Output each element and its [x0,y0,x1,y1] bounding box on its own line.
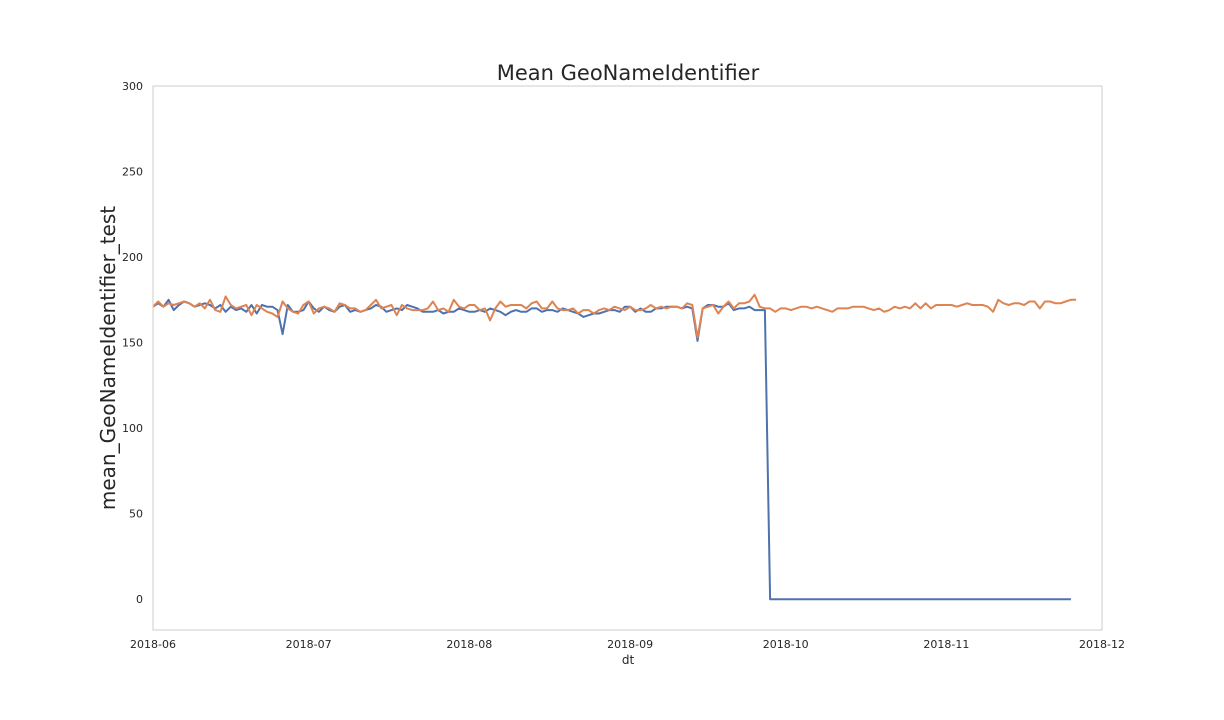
y-tick-label: 300 [122,80,143,93]
series-line-1 [152,298,1071,601]
plot-frame [152,85,1103,631]
x-tick-labels: 2018-06 2018-07 2018-08 2018-09 2018-10 2018-… [130,638,1125,651]
y-tick-label: 150 [122,337,143,350]
x-tick-label: 2018-10 [763,638,809,651]
x-tick-label: 2018-08 [446,638,492,651]
x-tick-label: 2018-12 [1079,638,1125,651]
x-tick-label: 2018-06 [130,638,176,651]
series-layer [152,293,1077,601]
y-tick-label: 250 [122,166,143,179]
x-tick-label: 2018-07 [286,638,332,651]
x-axis-label: dt [622,653,635,667]
y-tick-label: 50 [129,508,143,521]
y-tick-label: 0 [136,593,143,606]
y-axis-label: mean_GeoNameIdentifier_test [96,206,120,510]
y-tick-labels: 0 50 100 150 200 250 300 [122,80,143,606]
y-tick-label: 100 [122,422,143,435]
x-tick-label: 2018-11 [923,638,969,651]
series-line-2 [152,293,1077,339]
chart-title: Mean GeoNameIdentifier [497,61,760,85]
y-tick-label: 200 [122,251,143,264]
x-tick-label: 2018-09 [607,638,653,651]
